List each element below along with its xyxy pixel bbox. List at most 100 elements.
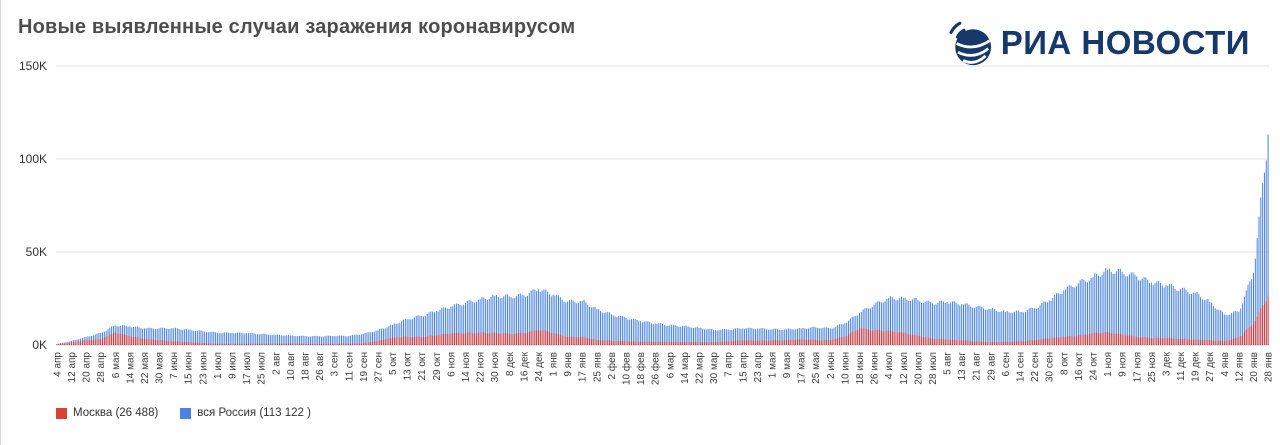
- svg-text:24 дек: 24 дек: [534, 351, 545, 381]
- svg-text:14 сен: 14 сен: [1016, 352, 1027, 382]
- svg-text:4 апр: 4 апр: [52, 352, 63, 377]
- svg-text:20 июл: 20 июл: [913, 352, 924, 385]
- svg-text:19 дек: 19 дек: [1191, 351, 1202, 381]
- svg-text:17 мая: 17 мая: [797, 352, 808, 384]
- svg-text:22 мая: 22 мая: [140, 352, 151, 384]
- svg-text:29 авг: 29 авг: [986, 352, 997, 381]
- svg-text:9 мая: 9 мая: [782, 352, 793, 378]
- svg-text:28 июл: 28 июл: [928, 352, 939, 385]
- svg-text:19 сен: 19 сен: [359, 352, 370, 382]
- svg-text:17 ноя: 17 ноя: [1132, 352, 1143, 382]
- svg-text:14 мар: 14 мар: [680, 352, 691, 384]
- svg-text:10 июн: 10 июн: [840, 352, 851, 385]
- svg-text:7 июн: 7 июн: [169, 352, 180, 379]
- svg-text:8 окт: 8 окт: [1059, 352, 1070, 375]
- svg-text:12 апр: 12 апр: [67, 352, 78, 383]
- chart-legend: Москва (26 488) вся Россия (113 122 ): [56, 407, 311, 419]
- svg-text:20 апр: 20 апр: [82, 352, 93, 383]
- svg-text:30 сен: 30 сен: [1045, 352, 1056, 382]
- svg-text:4 июл: 4 июл: [884, 352, 895, 379]
- svg-text:22 ноя: 22 ноя: [476, 352, 487, 382]
- svg-text:21 авг: 21 авг: [972, 352, 983, 381]
- legend-item-russia: вся Россия (113 122 ): [180, 407, 311, 419]
- svg-text:29 окт: 29 окт: [432, 352, 443, 381]
- svg-text:4 янв: 4 янв: [1220, 352, 1231, 377]
- svg-text:18 авг: 18 авг: [300, 352, 311, 381]
- svg-text:24 окт: 24 окт: [1088, 352, 1099, 381]
- svg-text:12 янв: 12 янв: [1234, 352, 1245, 382]
- svg-text:25 ноя: 25 ноя: [1147, 352, 1158, 382]
- svg-text:0K: 0K: [32, 338, 47, 352]
- svg-text:23 апр: 23 апр: [753, 352, 764, 383]
- svg-text:11 сен: 11 сен: [344, 352, 355, 381]
- svg-text:1 июл: 1 июл: [213, 352, 224, 379]
- svg-text:21 окт: 21 окт: [417, 352, 428, 381]
- svg-text:9 ноя: 9 ноя: [1118, 352, 1129, 377]
- ria-globe-icon: [949, 21, 991, 66]
- svg-text:10 авг: 10 авг: [286, 352, 297, 381]
- svg-text:13 окт: 13 окт: [403, 352, 414, 381]
- svg-text:28 янв: 28 янв: [1264, 352, 1275, 382]
- svg-text:150K: 150K: [19, 59, 47, 73]
- svg-text:3 дек: 3 дек: [1161, 351, 1172, 376]
- svg-text:30 ноя: 30 ноя: [490, 352, 501, 382]
- svg-text:10 фев: 10 фев: [621, 352, 633, 385]
- svg-text:6 мар: 6 мар: [665, 352, 676, 379]
- svg-text:17 янв: 17 янв: [578, 352, 589, 382]
- svg-text:9 июл: 9 июл: [228, 352, 239, 379]
- svg-text:12 июл: 12 июл: [899, 352, 910, 385]
- svg-text:30 мар: 30 мар: [709, 352, 720, 384]
- svg-text:20 янв: 20 янв: [1249, 352, 1260, 382]
- svg-text:28 апр: 28 апр: [96, 352, 107, 383]
- svg-text:1 ноя: 1 ноя: [1103, 352, 1114, 377]
- svg-text:22 мар: 22 мар: [694, 352, 705, 384]
- svg-text:15 апр: 15 апр: [738, 352, 749, 383]
- svg-text:23 июн: 23 июн: [198, 352, 209, 385]
- svg-text:22 сен: 22 сен: [1030, 352, 1041, 382]
- svg-text:1 мая: 1 мая: [767, 352, 778, 378]
- legend-swatch-moscow: [56, 407, 67, 419]
- svg-text:3 сен: 3 сен: [330, 352, 341, 376]
- svg-text:2 фев: 2 фев: [606, 352, 618, 379]
- svg-text:6 сен: 6 сен: [1001, 352, 1012, 376]
- svg-text:14 ноя: 14 ноя: [461, 352, 472, 382]
- ria-logo-text: РИА НОВОСТИ: [1000, 24, 1250, 61]
- svg-text:27 сен: 27 сен: [373, 352, 384, 382]
- svg-text:11 дек: 11 дек: [1176, 351, 1187, 381]
- chart-title: Новые выявленные случаи заражения корона…: [18, 16, 576, 38]
- svg-text:2 авг: 2 авг: [271, 352, 282, 375]
- svg-text:26 фев: 26 фев: [650, 352, 662, 385]
- svg-text:25 июл: 25 июл: [257, 352, 268, 385]
- svg-text:5 окт: 5 окт: [388, 352, 399, 375]
- svg-text:26 июн: 26 июн: [870, 352, 881, 385]
- svg-text:15 июн: 15 июн: [184, 352, 195, 385]
- svg-text:100K: 100K: [19, 152, 47, 166]
- legend-label-russia: вся Россия (113 122 ): [197, 407, 311, 419]
- svg-text:6 мая: 6 мая: [111, 352, 122, 378]
- svg-text:5 авг: 5 авг: [943, 352, 954, 375]
- ria-novosti-logo: РИА НОВОСТИ: [946, 20, 1250, 66]
- legend-item-moscow: Москва (26 488): [56, 407, 158, 419]
- svg-text:50K: 50K: [26, 245, 47, 259]
- svg-text:25 янв: 25 янв: [592, 352, 603, 382]
- svg-text:30 мая: 30 мая: [155, 352, 166, 384]
- svg-text:17 июл: 17 июл: [242, 352, 253, 385]
- svg-text:16 дек: 16 дек: [519, 351, 530, 381]
- svg-text:8 дек: 8 дек: [505, 351, 516, 376]
- svg-text:26 авг: 26 авг: [315, 352, 326, 381]
- svg-text:27 дек: 27 дек: [1205, 351, 1216, 381]
- svg-text:18 фев: 18 фев: [635, 352, 647, 385]
- svg-text:14 мая: 14 мая: [125, 352, 136, 384]
- svg-text:25 мая: 25 мая: [811, 352, 822, 384]
- svg-text:18 июн: 18 июн: [855, 352, 866, 385]
- svg-text:16 окт: 16 окт: [1074, 352, 1085, 381]
- legend-swatch-russia: [180, 407, 192, 419]
- svg-text:6 ноя: 6 ноя: [446, 352, 457, 377]
- svg-text:2 июн: 2 июн: [826, 352, 837, 379]
- svg-text:13 авг: 13 авг: [957, 352, 968, 381]
- legend-label-moscow: Москва (26 488): [73, 407, 159, 419]
- svg-text:7 апр: 7 апр: [724, 352, 735, 377]
- svg-text:9 янв: 9 янв: [563, 352, 574, 377]
